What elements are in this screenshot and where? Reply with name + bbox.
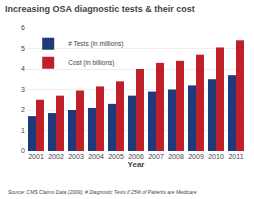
svg-text:# Tests (in millions): # Tests (in millions)	[68, 40, 123, 48]
svg-text:Source: CMS Claims Data (2009): Source: CMS Claims Data (2009); # Diagno…	[8, 189, 197, 195]
svg-text:2004: 2004	[88, 153, 104, 160]
svg-text:2005: 2005	[108, 153, 124, 160]
svg-text:2: 2	[21, 106, 25, 113]
svg-text:2009: 2009	[188, 153, 204, 160]
svg-text:2008: 2008	[168, 153, 184, 160]
svg-text:Cost (in billions): Cost (in billions)	[68, 59, 114, 67]
svg-text:2003: 2003	[68, 153, 84, 160]
svg-text:2010: 2010	[208, 153, 224, 160]
svg-text:3: 3	[21, 86, 25, 93]
svg-text:2001: 2001	[28, 153, 44, 160]
svg-text:2011: 2011	[228, 153, 243, 160]
svg-text:2006: 2006	[128, 153, 144, 160]
svg-text:Increasing OSA diagnostic test: Increasing OSA diagnostic tests & their …	[5, 4, 195, 14]
svg-text:2007: 2007	[148, 153, 164, 160]
svg-text:0: 0	[21, 147, 25, 154]
svg-text:Year: Year	[128, 160, 145, 169]
svg-text:5: 5	[21, 45, 25, 52]
svg-text:6: 6	[21, 24, 25, 31]
svg-text:4: 4	[21, 65, 25, 72]
svg-text:2002: 2002	[48, 153, 64, 160]
svg-text:1: 1	[21, 127, 25, 134]
